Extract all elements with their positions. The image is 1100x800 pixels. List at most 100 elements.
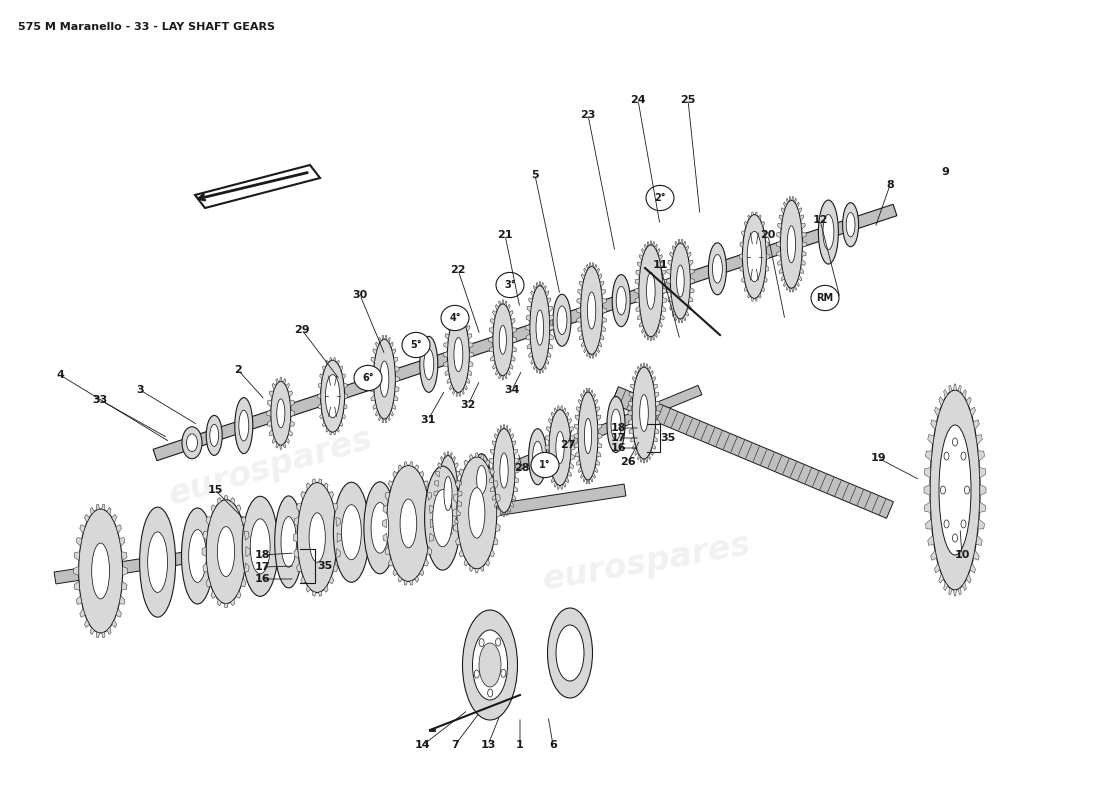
Polygon shape [444,370,449,375]
Polygon shape [630,384,635,390]
Polygon shape [385,335,387,340]
Polygon shape [661,270,666,276]
Polygon shape [224,496,228,500]
Polygon shape [337,428,339,432]
Polygon shape [938,397,944,406]
Text: 23: 23 [581,110,596,120]
Polygon shape [515,468,519,474]
Polygon shape [90,627,95,634]
Polygon shape [290,420,295,426]
Polygon shape [924,485,930,495]
Ellipse shape [818,200,838,264]
Polygon shape [580,281,583,287]
Polygon shape [485,460,490,466]
Polygon shape [647,335,649,340]
Polygon shape [802,242,806,247]
Polygon shape [650,370,653,376]
Polygon shape [529,298,532,304]
Text: 8: 8 [887,180,894,190]
Ellipse shape [556,431,564,463]
Polygon shape [510,502,514,507]
Polygon shape [549,315,553,321]
Polygon shape [76,596,81,604]
Ellipse shape [607,397,625,453]
Polygon shape [286,438,289,443]
Polygon shape [924,467,931,478]
Polygon shape [970,407,976,417]
Polygon shape [645,244,647,250]
Polygon shape [546,436,550,441]
Polygon shape [670,304,673,310]
Polygon shape [462,314,464,320]
Polygon shape [513,494,516,500]
Polygon shape [490,346,494,352]
Polygon shape [667,287,671,293]
Polygon shape [418,386,702,510]
Polygon shape [650,450,653,455]
Polygon shape [689,260,693,266]
Polygon shape [515,477,519,482]
Polygon shape [342,414,345,418]
Polygon shape [504,513,505,517]
Polygon shape [492,441,496,446]
Polygon shape [571,445,575,450]
Polygon shape [224,603,228,607]
Polygon shape [448,451,449,456]
Polygon shape [594,351,596,357]
Ellipse shape [713,254,723,283]
Polygon shape [978,519,984,529]
Ellipse shape [424,349,433,380]
Polygon shape [112,619,117,627]
Polygon shape [949,587,952,595]
Polygon shape [761,286,764,291]
Ellipse shape [499,326,506,354]
Polygon shape [800,268,804,274]
Polygon shape [387,338,390,342]
Polygon shape [329,576,333,584]
Polygon shape [470,352,473,358]
Polygon shape [453,523,458,531]
Text: 31: 31 [420,415,436,425]
Polygon shape [230,599,234,606]
Polygon shape [630,436,635,442]
Polygon shape [561,406,562,410]
Polygon shape [601,281,604,287]
Polygon shape [546,358,549,365]
Polygon shape [612,386,893,518]
Polygon shape [602,290,605,295]
Polygon shape [663,288,667,294]
Polygon shape [646,458,648,462]
Polygon shape [512,355,515,361]
Polygon shape [591,477,593,482]
Polygon shape [628,410,632,416]
Polygon shape [593,394,595,399]
Polygon shape [497,507,499,513]
Polygon shape [450,319,453,325]
Ellipse shape [578,392,598,480]
Polygon shape [558,406,560,410]
Polygon shape [756,212,757,215]
Polygon shape [322,422,326,426]
Polygon shape [496,494,500,502]
Polygon shape [288,391,293,397]
Polygon shape [502,376,504,380]
Polygon shape [783,281,786,286]
Polygon shape [578,290,582,295]
Polygon shape [498,374,500,379]
Polygon shape [802,233,806,238]
Polygon shape [218,599,221,606]
Polygon shape [925,519,932,529]
Polygon shape [575,451,579,457]
Polygon shape [675,242,678,246]
Polygon shape [453,509,456,518]
Text: 5: 5 [531,170,539,180]
Ellipse shape [953,438,957,446]
Polygon shape [777,233,781,238]
Polygon shape [584,347,586,353]
Polygon shape [530,290,535,297]
Polygon shape [385,546,389,554]
Polygon shape [602,298,606,304]
Polygon shape [85,514,89,522]
Polygon shape [312,591,316,596]
Polygon shape [966,397,971,406]
